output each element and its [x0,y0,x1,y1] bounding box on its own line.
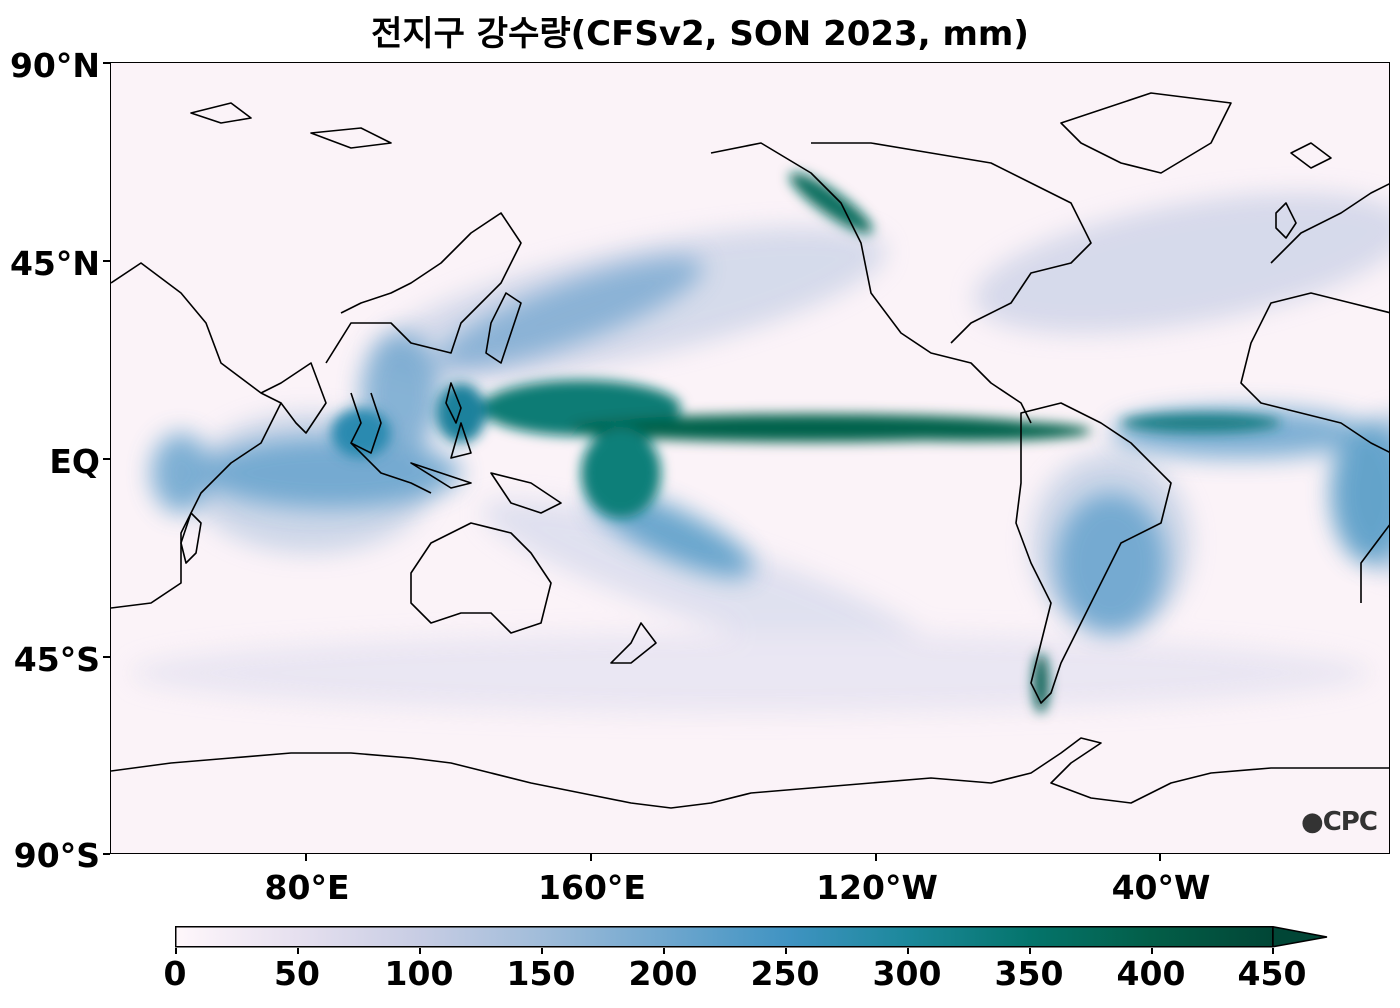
y-tick-label-90s: 90°S [13,836,100,875]
y-tick-45s [103,656,110,658]
map-canvas [111,92,1389,809]
cb-tick-label-250: 250 [750,954,820,993]
cb-tick-250 [785,948,787,954]
cb-tick-350 [1029,948,1031,954]
colorbar [175,926,1328,948]
precipitation-map: ●CPC [110,62,1390,854]
cb-tick-50 [297,948,299,954]
x-tick-120w [875,854,877,861]
x-tick-80e [305,854,307,861]
cpc-logo: ●CPC [1301,807,1378,837]
itcz-heavy-precip [331,172,1281,713]
colorbar-gradient [175,926,1274,948]
cb-tick-label-400: 400 [1116,954,1186,993]
chart-title: 전지구 강수량(CFSv2, SON 2023, mm) [371,14,1029,54]
cb-tick-0 [175,948,177,954]
cb-tick-300 [907,948,909,954]
cb-tick-450 [1272,948,1274,954]
x-tick-40w [1159,854,1161,861]
cb-tick-label-100: 100 [384,954,454,993]
y-tick-label-45s: 45°S [13,640,100,679]
cb-tick-400 [1151,948,1153,954]
x-tick-label-40w: 40°W [1111,868,1211,907]
y-tick-45n [103,260,110,262]
cb-tick-200 [663,948,665,954]
y-tick-label-45n: 45°N [9,244,100,283]
x-tick-160e [590,854,592,861]
cb-tick-150 [541,948,543,954]
logo-text: CPC [1322,807,1378,837]
cb-tick-label-200: 200 [628,954,698,993]
colorbar-extend-arrow [1272,926,1328,948]
coastlines [111,92,1389,809]
cb-tick-label-350: 350 [994,954,1064,993]
y-tick-label-eq: EQ [49,442,100,481]
cb-tick-100 [419,948,421,954]
x-tick-label-160e: 160°E [538,868,646,907]
cb-tick-label-50: 50 [274,954,320,993]
x-tick-label-120w: 120°W [816,868,938,907]
cb-tick-label-150: 150 [506,954,576,993]
y-tick-label-90n: 90°N [9,46,100,85]
y-tick-90n [103,62,110,64]
cb-tick-label-450: 450 [1237,954,1307,993]
cb-tick-label-0: 0 [163,954,187,993]
x-tick-label-80e: 80°E [264,868,350,907]
cb-tick-label-300: 300 [872,954,942,993]
y-tick-eq [103,458,110,460]
y-tick-90s [103,853,110,855]
